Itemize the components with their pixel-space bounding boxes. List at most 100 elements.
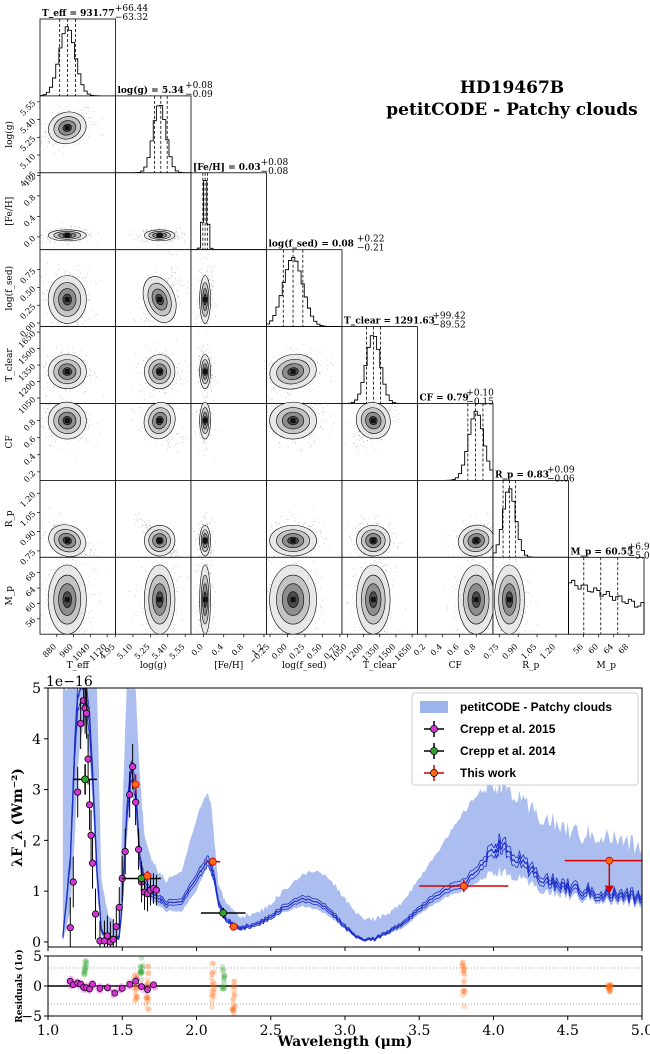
- residual-sample: [209, 970, 215, 976]
- residual-sample: [230, 995, 237, 1002]
- residual-sample: [144, 1005, 151, 1012]
- residual-sample: [144, 963, 151, 970]
- residual-sample: [131, 987, 138, 993]
- this-work-point: [459, 882, 468, 890]
- residual-sample: [220, 985, 227, 992]
- residual-sample: [209, 987, 215, 994]
- density-peak: [157, 232, 163, 238]
- residual-sample: [231, 1004, 237, 1011]
- residual-sample: [208, 975, 215, 981]
- crepp2015-point: [87, 831, 95, 839]
- residual-sample: [211, 984, 218, 990]
- y-tick-label: 4: [32, 732, 41, 748]
- y-tick-label: 0.75: [18, 267, 37, 286]
- x-tick-label: 0.4: [210, 642, 225, 657]
- marginal-minus: −5.09: [628, 551, 650, 561]
- legend-label: Crepp et al. 2014: [460, 744, 556, 758]
- y-axis-label: log(g): [4, 121, 15, 148]
- density-peak: [157, 369, 163, 375]
- crepp2015-point: [84, 755, 92, 763]
- crepp2014-point: [219, 909, 228, 917]
- density-peak: [64, 369, 70, 375]
- residual-sample: [81, 962, 88, 969]
- x-tick-label: 1.20: [538, 642, 557, 661]
- density-peak: [64, 297, 70, 303]
- residual-sample: [81, 967, 87, 974]
- residual-sample: [232, 983, 238, 990]
- panel-tclear-logg: [115, 326, 192, 404]
- residual-sample: [132, 991, 139, 998]
- residual-sample: [134, 994, 140, 1001]
- residual-sample: [209, 1004, 215, 1010]
- y-tick-label: 0.4: [22, 213, 37, 228]
- residual-sample: [231, 978, 238, 984]
- residual-sample: [220, 985, 227, 992]
- residual-sample: [605, 984, 612, 990]
- residual-sample: [133, 985, 140, 992]
- x-tick-label: 0.8: [230, 642, 245, 657]
- y-exponent-label: 1e−16: [46, 674, 93, 690]
- residual-sample: [232, 1003, 238, 1010]
- residual-sample: [605, 984, 611, 991]
- panel-cf-logg: [115, 402, 192, 481]
- x-tick-label: 1.0: [37, 1023, 59, 1039]
- residual-sample: [460, 959, 467, 965]
- residual-sample: [219, 963, 226, 970]
- x-tick-label: 0.50: [305, 642, 324, 661]
- this-work-point: [229, 922, 238, 931]
- panel-tclear-tclear: T_clear = 1291.63+99.42−89.52: [341, 312, 466, 404]
- y-tick-label: 56: [24, 616, 38, 630]
- residual-sample: [461, 977, 467, 984]
- x-axis-label: CF: [449, 661, 462, 671]
- this-work-point: [208, 857, 217, 866]
- panel-cf-logfsed: [266, 401, 343, 481]
- panel-logfsed-logfsed: log(f_sed) = 0.08 +0.22−0.21: [266, 235, 384, 328]
- marginal-minus: −0.15: [466, 398, 494, 408]
- crepp2015-point: [109, 935, 117, 943]
- legend-swatch: [420, 701, 448, 713]
- marginal-plus: +0.08: [261, 158, 289, 168]
- residual-sample: [209, 998, 215, 1004]
- x-tick-label: 0.2: [412, 642, 427, 657]
- residual-sample: [605, 981, 611, 988]
- residual-sample: [229, 1006, 236, 1013]
- x-tick-label: 0.0: [190, 642, 205, 657]
- residual-sample: [145, 963, 152, 969]
- spectrum-plot-area: [62, 688, 642, 947]
- panel-rp-cf: [417, 479, 495, 558]
- x-tick-label: 1200: [344, 642, 365, 663]
- panel-frame: [492, 479, 569, 558]
- marginal-title: log(f_sed) = 0.08: [269, 239, 354, 250]
- x-tick-label: 1040: [71, 642, 92, 663]
- residual-sample: [459, 962, 466, 969]
- x-axis-label: log(f_sed): [282, 660, 327, 671]
- residual-sample: [607, 988, 613, 995]
- residual-sample: [80, 970, 87, 977]
- x-tick-label: 880: [41, 642, 58, 659]
- residual-sample: [145, 994, 152, 1001]
- residual-sample: [231, 979, 237, 985]
- residual-sample: [461, 964, 468, 971]
- residual-sample: [83, 964, 89, 970]
- residual-sample: [81, 971, 88, 977]
- y-tick-label: 1.20: [18, 490, 37, 509]
- density-peak: [64, 418, 70, 424]
- density-peak: [202, 418, 208, 424]
- x-tick-label: 64: [602, 642, 616, 656]
- residual-sample: [140, 962, 146, 969]
- x-axis-label: Wavelength (μm): [277, 1034, 413, 1050]
- residual-sample: [605, 984, 611, 990]
- legend: petitCODE - Patchy clouds Crepp et al. 20…: [411, 692, 639, 786]
- residual-sample: [145, 969, 152, 976]
- residual-sample: [230, 998, 237, 1004]
- density-peak: [202, 297, 208, 303]
- crepp2015-point: [129, 763, 137, 771]
- y-tick-label: 0.4: [22, 452, 37, 467]
- residual-sample: [607, 982, 613, 988]
- x-tick-label: 4.5: [557, 1023, 579, 1039]
- crepp2015-point: [85, 801, 94, 809]
- residual-sample: [220, 968, 226, 974]
- density-peak: [64, 125, 70, 131]
- density-peak: [290, 418, 296, 424]
